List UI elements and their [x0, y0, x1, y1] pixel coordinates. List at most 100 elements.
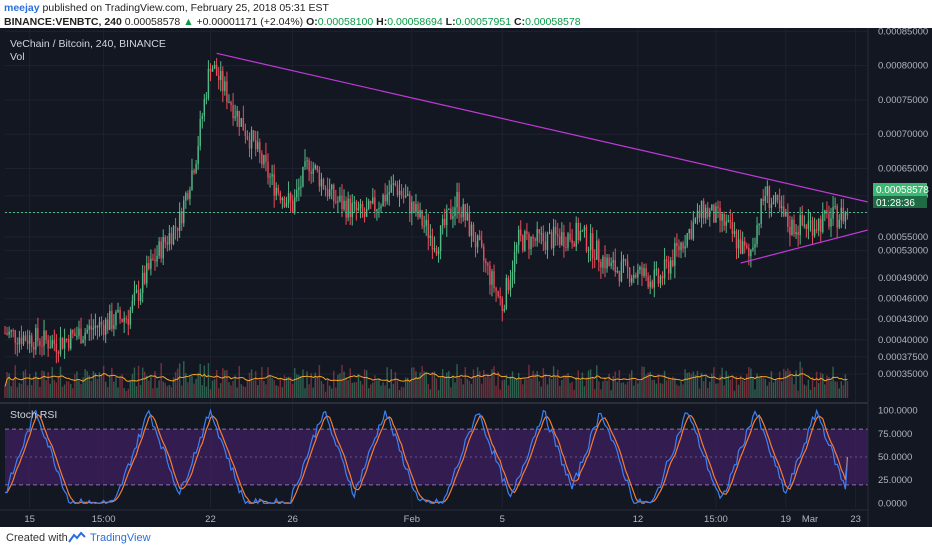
- candle-body: [628, 267, 631, 283]
- volume-bar: [72, 388, 74, 398]
- volume-bar: [544, 374, 547, 398]
- candle-body: [150, 258, 152, 269]
- candle-body: [158, 241, 160, 256]
- candle-body: [400, 190, 403, 196]
- volume-bar: [824, 384, 826, 398]
- volume-bar: [593, 389, 596, 398]
- candlesticks[interactable]: [4, 58, 849, 364]
- candle-body: [374, 197, 376, 212]
- volume-bar: [281, 387, 284, 398]
- candle-body: [302, 166, 304, 187]
- tradingview-brand-link[interactable]: TradingView: [90, 532, 151, 544]
- candle-body: [10, 330, 12, 332]
- candle-body: [404, 195, 407, 198]
- volume-bar: [559, 385, 561, 398]
- candle-body: [6, 333, 8, 335]
- volume-bar: [735, 376, 738, 398]
- candle-body: [815, 229, 818, 231]
- candle-body: [830, 218, 832, 227]
- price-axis[interactable]: 0.00085000 0.00080000 0.00075000 0.00070000…: [867, 28, 932, 527]
- volume-bar: [246, 379, 249, 398]
- volume-bar: [316, 376, 319, 398]
- volume-bar: [217, 388, 220, 398]
- candle-body: [57, 352, 60, 354]
- volume-bar: [542, 368, 545, 398]
- volume-bar: [24, 369, 27, 398]
- candle-body: [8, 331, 10, 335]
- volume-bar: [641, 366, 643, 398]
- volume-bar: [702, 381, 705, 398]
- volume-bar: [460, 378, 462, 398]
- volume-bar: [107, 387, 109, 398]
- volume-bar: [100, 374, 103, 398]
- close-value: 0.00058578: [525, 16, 581, 28]
- candle-body: [337, 201, 339, 203]
- candle-body: [427, 220, 430, 238]
- volume-bar: [328, 385, 331, 398]
- time-axis[interactable]: 15 15:00 22 26 Feb 5 12 15:00 19 23 Mar: [0, 509, 868, 525]
- volume-bar: [207, 363, 210, 398]
- candle-body: [259, 142, 261, 154]
- volume-bar: [238, 365, 240, 398]
- stoch-tick-label: 75.0000: [878, 429, 912, 440]
- volume-bar: [581, 372, 584, 398]
- volume-bar: [330, 388, 333, 398]
- candle-body: [234, 116, 236, 119]
- candle-body: [585, 226, 588, 252]
- candle-body: [86, 329, 88, 333]
- candle-body: [176, 227, 179, 231]
- candle-body: [760, 198, 762, 224]
- candle-body: [768, 186, 771, 208]
- volume-bar: [589, 369, 592, 398]
- candle-body: [678, 245, 680, 251]
- candle-body: [419, 210, 421, 218]
- candle-body: [589, 233, 592, 251]
- volume-bar: [215, 369, 218, 398]
- candle-body: [840, 207, 843, 220]
- candle-body: [456, 191, 458, 208]
- candle-body: [135, 289, 138, 293]
- trading-chart[interactable]: 0.00085000 0.00080000 0.00075000 0.00070000…: [0, 28, 932, 527]
- volume-bar: [820, 372, 822, 398]
- volume-bar: [748, 366, 750, 398]
- volume-bar: [577, 370, 579, 398]
- chart-header: meejay published on TradingView.com, Feb…: [0, 0, 932, 30]
- candle-body: [735, 231, 738, 249]
- candle-body: [778, 200, 781, 209]
- candle-body: [261, 153, 263, 165]
- volume-bar: [343, 371, 345, 398]
- volume-bar: [515, 378, 518, 398]
- volume-bar: [119, 376, 121, 398]
- volume-bar: [746, 374, 748, 398]
- volume-bar: [26, 385, 29, 398]
- candle-body: [318, 170, 321, 187]
- candle-body: [805, 224, 808, 230]
- symbol-label[interactable]: BINANCE:VENBTC, 240: [4, 16, 122, 28]
- candle-body: [741, 241, 744, 254]
- candle-body: [61, 337, 64, 349]
- volume-bar: [606, 380, 608, 398]
- candle-body: [437, 251, 440, 255]
- candle-body: [109, 310, 111, 330]
- volume-bar: [425, 372, 427, 398]
- volume-bar: [809, 389, 812, 398]
- candle-body: [35, 328, 37, 350]
- candle-body: [836, 206, 838, 228]
- candle-body: [737, 239, 740, 249]
- candle-body: [232, 105, 234, 119]
- candle-body: [59, 337, 62, 354]
- volume-bar: [135, 386, 138, 398]
- volume-bar: [88, 375, 90, 398]
- candle-body: [435, 248, 438, 255]
- author-link[interactable]: meejay: [4, 2, 40, 14]
- volume-bar: [803, 384, 806, 398]
- volume-bar: [667, 378, 670, 398]
- stoch-rsi-pane[interactable]: [4, 408, 868, 505]
- candle-body: [248, 139, 251, 149]
- countdown-text: 01:28:36: [876, 198, 915, 209]
- volume-bar: [234, 375, 236, 398]
- volume-bar: [612, 376, 614, 398]
- volume-bar: [242, 386, 245, 398]
- volume-bar: [386, 367, 388, 398]
- candle-body: [72, 330, 74, 334]
